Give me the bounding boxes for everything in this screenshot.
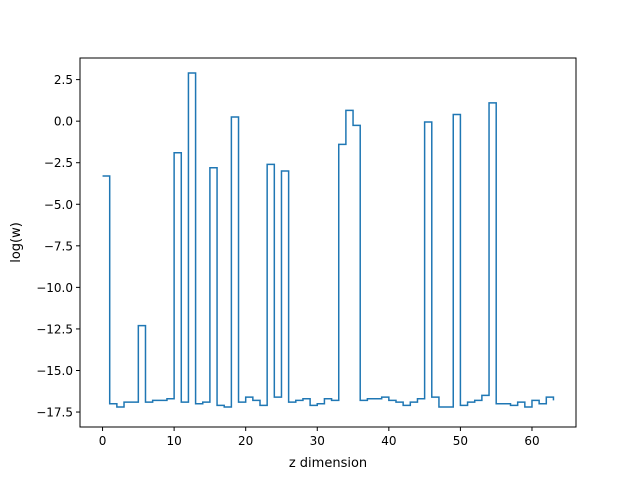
y-tick-label: −5.0: [44, 198, 73, 212]
y-tick-label: −17.5: [36, 406, 73, 420]
y-tick-label: 0.0: [54, 115, 73, 129]
y-tick-label: −7.5: [44, 239, 73, 253]
series-line-0: [102, 72, 555, 408]
x-axis: 0 10 20 30 40 50 60: [99, 427, 540, 448]
y-tick-label: 2.5: [54, 73, 73, 87]
y-axis: −17.5 −15.0 −12.5 −10.0 −7.5 −5.0 −2.5 0.0 2.5: [36, 73, 80, 420]
y-tick-label: −10.0: [36, 281, 73, 295]
y-axis-label: log(w): [9, 222, 24, 263]
x-tick-label: 40: [381, 434, 396, 448]
axes-frame: [79, 57, 577, 428]
y-tick-label: −12.5: [36, 322, 73, 336]
x-tick-label: 60: [524, 434, 539, 448]
x-axis-label: z dimension: [289, 456, 367, 471]
plot-area: [102, 72, 555, 408]
x-tick-label: 0: [99, 434, 107, 448]
y-tick-label: −2.5: [44, 156, 73, 170]
x-tick-label: 10: [166, 434, 181, 448]
y-tick-label: −15.0: [36, 364, 73, 378]
x-tick-label: 50: [453, 434, 468, 448]
x-tick-label: 30: [310, 434, 325, 448]
x-tick-label: 20: [238, 434, 253, 448]
